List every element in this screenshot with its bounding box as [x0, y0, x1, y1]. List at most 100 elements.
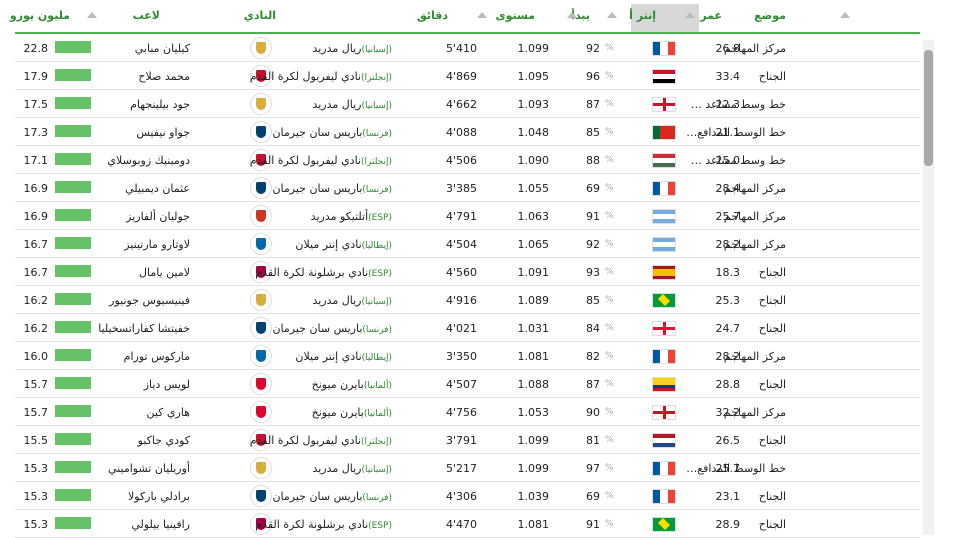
- row-separator: [15, 285, 920, 286]
- club-league: (فرنسا): [362, 185, 392, 195]
- sort-arrow[interactable]: [567, 12, 577, 18]
- age: 22.3: [715, 98, 741, 111]
- level: 1.099: [517, 434, 550, 447]
- starts: 92: [586, 238, 600, 251]
- value-bar: [55, 265, 91, 277]
- club[interactable]: (إيطاليا)نادي إنتر ميلان: [295, 350, 392, 363]
- flag-stripe: [667, 350, 675, 363]
- club-crest-core: [256, 182, 266, 194]
- player-name[interactable]: كودي جاكبو: [137, 434, 190, 447]
- level: 1.065: [517, 238, 550, 251]
- sort-arrow[interactable]: [477, 12, 487, 18]
- club[interactable]: (ESP)نادي برشلونة لكرة القدم: [255, 266, 392, 279]
- club[interactable]: (إنجلترا)نادي ليفربول لكرة القدم: [250, 434, 392, 447]
- sort-arrow[interactable]: [87, 12, 97, 18]
- column-header[interactable]: دقائق: [416, 9, 448, 22]
- club[interactable]: (إيطاليا)نادي إنتر ميلان: [295, 238, 392, 251]
- value-bar: [55, 433, 91, 445]
- club-crest-core: [256, 490, 266, 502]
- flag-stripe: [653, 74, 675, 79]
- club[interactable]: (ESP)نادي برشلونة لكرة القدم: [255, 518, 392, 531]
- player-name[interactable]: لويس دياز: [143, 378, 190, 391]
- player-name[interactable]: جواو نيفيس: [136, 126, 190, 139]
- club[interactable]: (ألمانيا)بايرن ميونخ: [312, 406, 392, 419]
- starts: 85: [586, 126, 600, 139]
- player-name[interactable]: هاري كين: [146, 406, 190, 419]
- flag-stripe: [653, 78, 675, 83]
- player-name[interactable]: فينيسيوس جونيور: [109, 294, 190, 307]
- flag-stripe: [653, 275, 675, 279]
- starts: 69: [586, 490, 600, 503]
- minutes: 4'791: [445, 210, 477, 223]
- club[interactable]: (إنجلترا)نادي ليفربول لكرة القدم: [250, 154, 392, 167]
- flag: [652, 41, 676, 56]
- age: 21.1: [715, 126, 741, 139]
- scrollbar-thumb[interactable]: [924, 50, 933, 166]
- club[interactable]: (فرنسا)باريس سان جيرمان: [272, 322, 392, 335]
- player-name[interactable]: لاوتارو مارتينيز: [124, 238, 190, 251]
- age: 28.2: [715, 238, 741, 251]
- position: الجناح: [758, 378, 786, 391]
- club[interactable]: (ESP)أتلتيكو مدريد: [311, 210, 392, 223]
- club-crest: [250, 457, 272, 479]
- club[interactable]: (إسبانيا)ريال مدريد: [312, 294, 392, 307]
- column-header[interactable]: موضع: [754, 9, 786, 22]
- player-name[interactable]: برادلي باركولا: [127, 490, 190, 503]
- sort-arrow[interactable]: [607, 12, 617, 18]
- age: 33.4: [715, 70, 741, 83]
- age: 25.3: [715, 294, 741, 307]
- percent-sign: %: [605, 323, 614, 333]
- starts: 91: [586, 210, 600, 223]
- player-name[interactable]: عثمان ديمبيلي: [125, 182, 190, 195]
- club[interactable]: (ألمانيا)بايرن ميونخ: [312, 378, 392, 391]
- player-name[interactable]: جود بيلينجهام: [130, 98, 190, 111]
- column-header[interactable]: لاعب: [132, 9, 160, 22]
- club-crest: [250, 429, 272, 451]
- player-name[interactable]: ماركوس تورام: [123, 350, 190, 363]
- club[interactable]: (فرنسا)باريس سان جيرمان: [272, 126, 392, 139]
- header-underline: [15, 32, 920, 34]
- row-separator: [15, 313, 920, 314]
- club[interactable]: (فرنسا)باريس سان جيرمان: [272, 490, 392, 503]
- flag-stripe: [653, 490, 661, 503]
- player-name[interactable]: دومينيك زوبوسلاي: [107, 154, 190, 167]
- club-crest: [250, 93, 272, 115]
- column-header[interactable]: إنتر أ: [629, 9, 656, 22]
- column-header[interactable]: مليون يورو: [9, 9, 70, 22]
- club[interactable]: (فرنسا)باريس سان جيرمان: [272, 182, 392, 195]
- club[interactable]: (إسبانيا)ريال مدريد: [312, 42, 392, 55]
- value-bar: [55, 321, 91, 333]
- player-name[interactable]: لامين يامال: [138, 266, 190, 279]
- position: مركز المهاجم: [723, 350, 786, 363]
- flag: [652, 97, 676, 112]
- value-bar: [55, 125, 91, 137]
- flag-stripe: [660, 182, 668, 195]
- sort-arrow[interactable]: [685, 12, 695, 18]
- player-name[interactable]: كيليان مبابي: [134, 42, 190, 55]
- level: 1.091: [517, 266, 550, 279]
- player-name[interactable]: محمد صلاح: [138, 70, 190, 83]
- player-name[interactable]: رافينيا بيلولي: [131, 518, 190, 531]
- minutes: 4'506: [445, 154, 477, 167]
- club[interactable]: (إسبانيا)ريال مدريد: [312, 98, 392, 111]
- column-header[interactable]: مستوى: [495, 9, 535, 22]
- club[interactable]: (إسبانيا)ريال مدريد: [312, 462, 392, 475]
- player-name[interactable]: جوليان ألفاريز: [126, 210, 190, 223]
- position: مركز المهاجم: [723, 182, 786, 195]
- starts: 92: [586, 42, 600, 55]
- club[interactable]: (إنجلترا)نادي ليفربول لكرة القدم: [250, 70, 392, 83]
- position: الجناح: [758, 518, 786, 531]
- column-header[interactable]: النادي: [243, 9, 276, 22]
- position: الجناح: [758, 266, 786, 279]
- level: 1.031: [517, 322, 550, 335]
- value-text: 16.7: [23, 238, 49, 251]
- percent-sign: %: [605, 71, 614, 81]
- value-text: 15.3: [23, 518, 49, 531]
- minutes: 3'385: [445, 182, 477, 195]
- flag-stripe: [653, 70, 675, 75]
- column-header[interactable]: عمر: [700, 9, 722, 22]
- player-name[interactable]: خفيتشا كفاراتسخيليا: [98, 322, 190, 335]
- player-name[interactable]: أوريليان تشواميني: [108, 462, 190, 475]
- sort-arrow[interactable]: [840, 12, 850, 18]
- value-text: 16.2: [23, 294, 49, 307]
